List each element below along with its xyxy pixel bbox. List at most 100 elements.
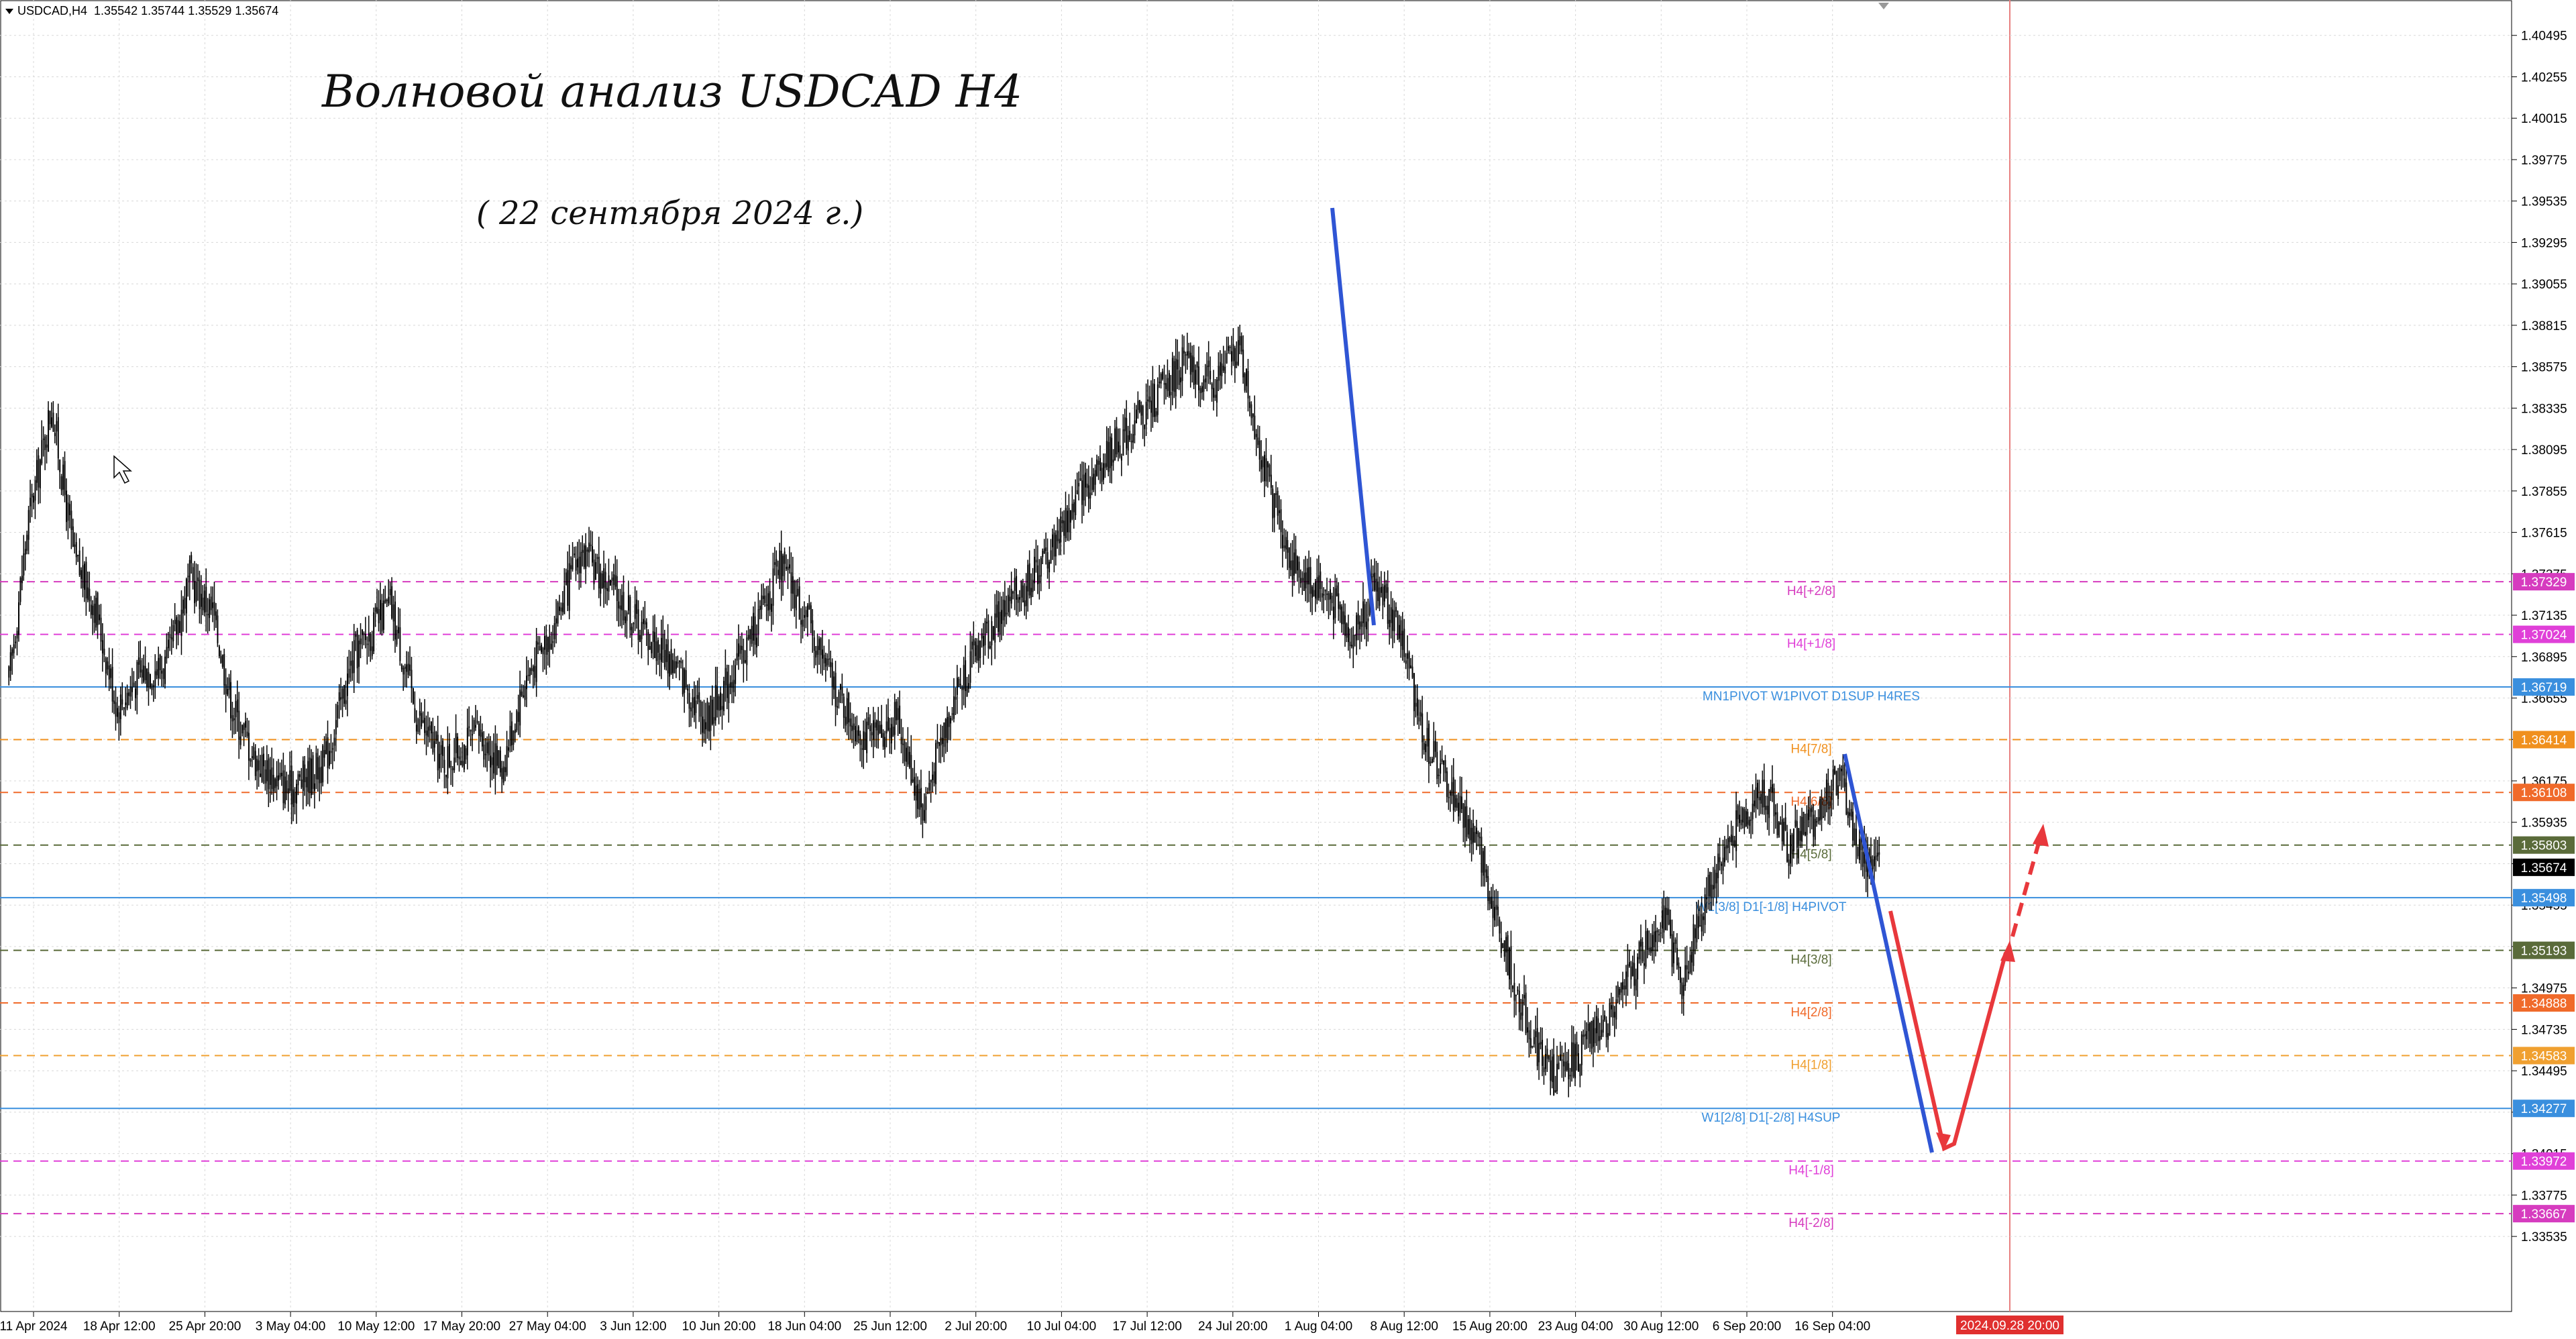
candle-body	[1336, 585, 1338, 596]
candle-body	[1063, 521, 1065, 536]
candle-body	[382, 600, 384, 630]
candle-body	[1691, 951, 1693, 963]
candle-body	[918, 788, 920, 810]
price-tick-label: 1.37855	[2521, 485, 2567, 499]
candle-body	[1615, 999, 1617, 1020]
level-price-badge	[2513, 889, 2575, 907]
candle-body	[936, 741, 938, 744]
candle-body	[1497, 906, 1499, 916]
candle-body	[543, 635, 545, 650]
level-label: H4[+1/8]	[1787, 637, 1835, 651]
future-time-label: 2024.09.28 20:00	[1960, 1319, 2059, 1333]
candle-body	[1817, 817, 1819, 822]
candle-body	[1242, 350, 1244, 378]
candle-body	[158, 657, 160, 679]
candle-body	[631, 627, 633, 635]
candle-body	[1556, 1063, 1558, 1091]
candle-body	[480, 729, 482, 737]
candle-body	[1338, 593, 1340, 609]
price-tick-label: 1.39295	[2521, 236, 2567, 250]
candle-body	[1244, 373, 1246, 391]
candle-body	[1487, 875, 1489, 902]
candle-body	[388, 596, 390, 604]
candle-body	[773, 562, 775, 566]
candle-body	[1389, 620, 1391, 628]
candle-body	[1318, 575, 1320, 598]
candle-body	[1236, 362, 1238, 366]
candle-body	[820, 637, 822, 655]
candle-body	[1796, 821, 1798, 848]
candle-body	[1012, 591, 1014, 594]
candle-body	[209, 599, 211, 619]
candle-body	[1004, 600, 1006, 617]
candle-body	[1642, 941, 1644, 962]
price-tick-label: 1.40015	[2521, 112, 2567, 126]
candle-body	[1309, 567, 1311, 594]
candle-body	[1385, 583, 1387, 593]
candle-body	[608, 575, 610, 592]
candle-body	[394, 601, 396, 640]
candle-body	[663, 649, 665, 667]
candle-body	[1093, 474, 1095, 490]
candle-body	[537, 642, 539, 645]
shift-marker-icon[interactable]	[1878, 3, 1889, 9]
level-price-badge	[2513, 1205, 2575, 1223]
candle-body	[1055, 535, 1057, 557]
dropdown-triangle-icon[interactable]	[5, 9, 13, 15]
candle-body	[1112, 460, 1114, 463]
candle-body	[1568, 1063, 1570, 1079]
candle-body	[670, 649, 672, 674]
candle-body	[276, 775, 278, 787]
candle-body	[806, 605, 808, 617]
candle-body	[604, 572, 606, 590]
candle-body	[1240, 336, 1242, 352]
candle-body	[1623, 985, 1625, 989]
candle-body	[1554, 1090, 1556, 1093]
candle-body	[555, 618, 557, 624]
candle-body	[612, 574, 614, 586]
candle-body	[429, 725, 431, 731]
candle-body	[1525, 992, 1527, 1034]
candle-body	[649, 646, 651, 650]
candle-body	[1034, 557, 1036, 584]
candle-body	[871, 732, 873, 736]
level-price-text: 1.33667	[2521, 1208, 2567, 1222]
candle-body	[1794, 820, 1796, 827]
candle-body	[466, 727, 468, 756]
candles	[8, 325, 1880, 1097]
candle-body	[531, 668, 533, 672]
candle-body	[62, 464, 64, 490]
candle-body	[1631, 962, 1633, 977]
candle-body	[1208, 360, 1210, 368]
candle-body	[1536, 1028, 1538, 1067]
candle-body	[1152, 383, 1154, 417]
candle-body	[1018, 596, 1020, 600]
candle-body	[1811, 806, 1813, 812]
candle-body	[741, 645, 743, 650]
chart-subtitle: ( 22 сентября 2024 г.)	[476, 195, 864, 232]
candle-body	[977, 640, 979, 661]
candle-body	[409, 664, 411, 671]
candle-body	[1589, 1022, 1591, 1044]
candle-body	[1311, 586, 1313, 598]
candle-body	[908, 751, 910, 767]
candle-body	[1479, 837, 1481, 839]
time-label: 3 Jun 12:00	[600, 1320, 666, 1334]
level-label: H4[7/8]	[1790, 743, 1831, 757]
candle-body	[176, 617, 178, 635]
candle-body	[1472, 823, 1474, 843]
candle-body	[1344, 615, 1346, 636]
candle-body	[307, 761, 309, 792]
candle-body	[1527, 1027, 1529, 1033]
candle-body	[1580, 1034, 1582, 1065]
candle-body	[1819, 798, 1821, 821]
candle-body	[1148, 396, 1150, 403]
candle-body	[669, 654, 671, 677]
candle-body	[1002, 599, 1004, 621]
candle-body	[1770, 787, 1772, 792]
candle-body	[425, 731, 427, 736]
candle-body	[833, 676, 835, 690]
candle-body	[902, 743, 904, 745]
